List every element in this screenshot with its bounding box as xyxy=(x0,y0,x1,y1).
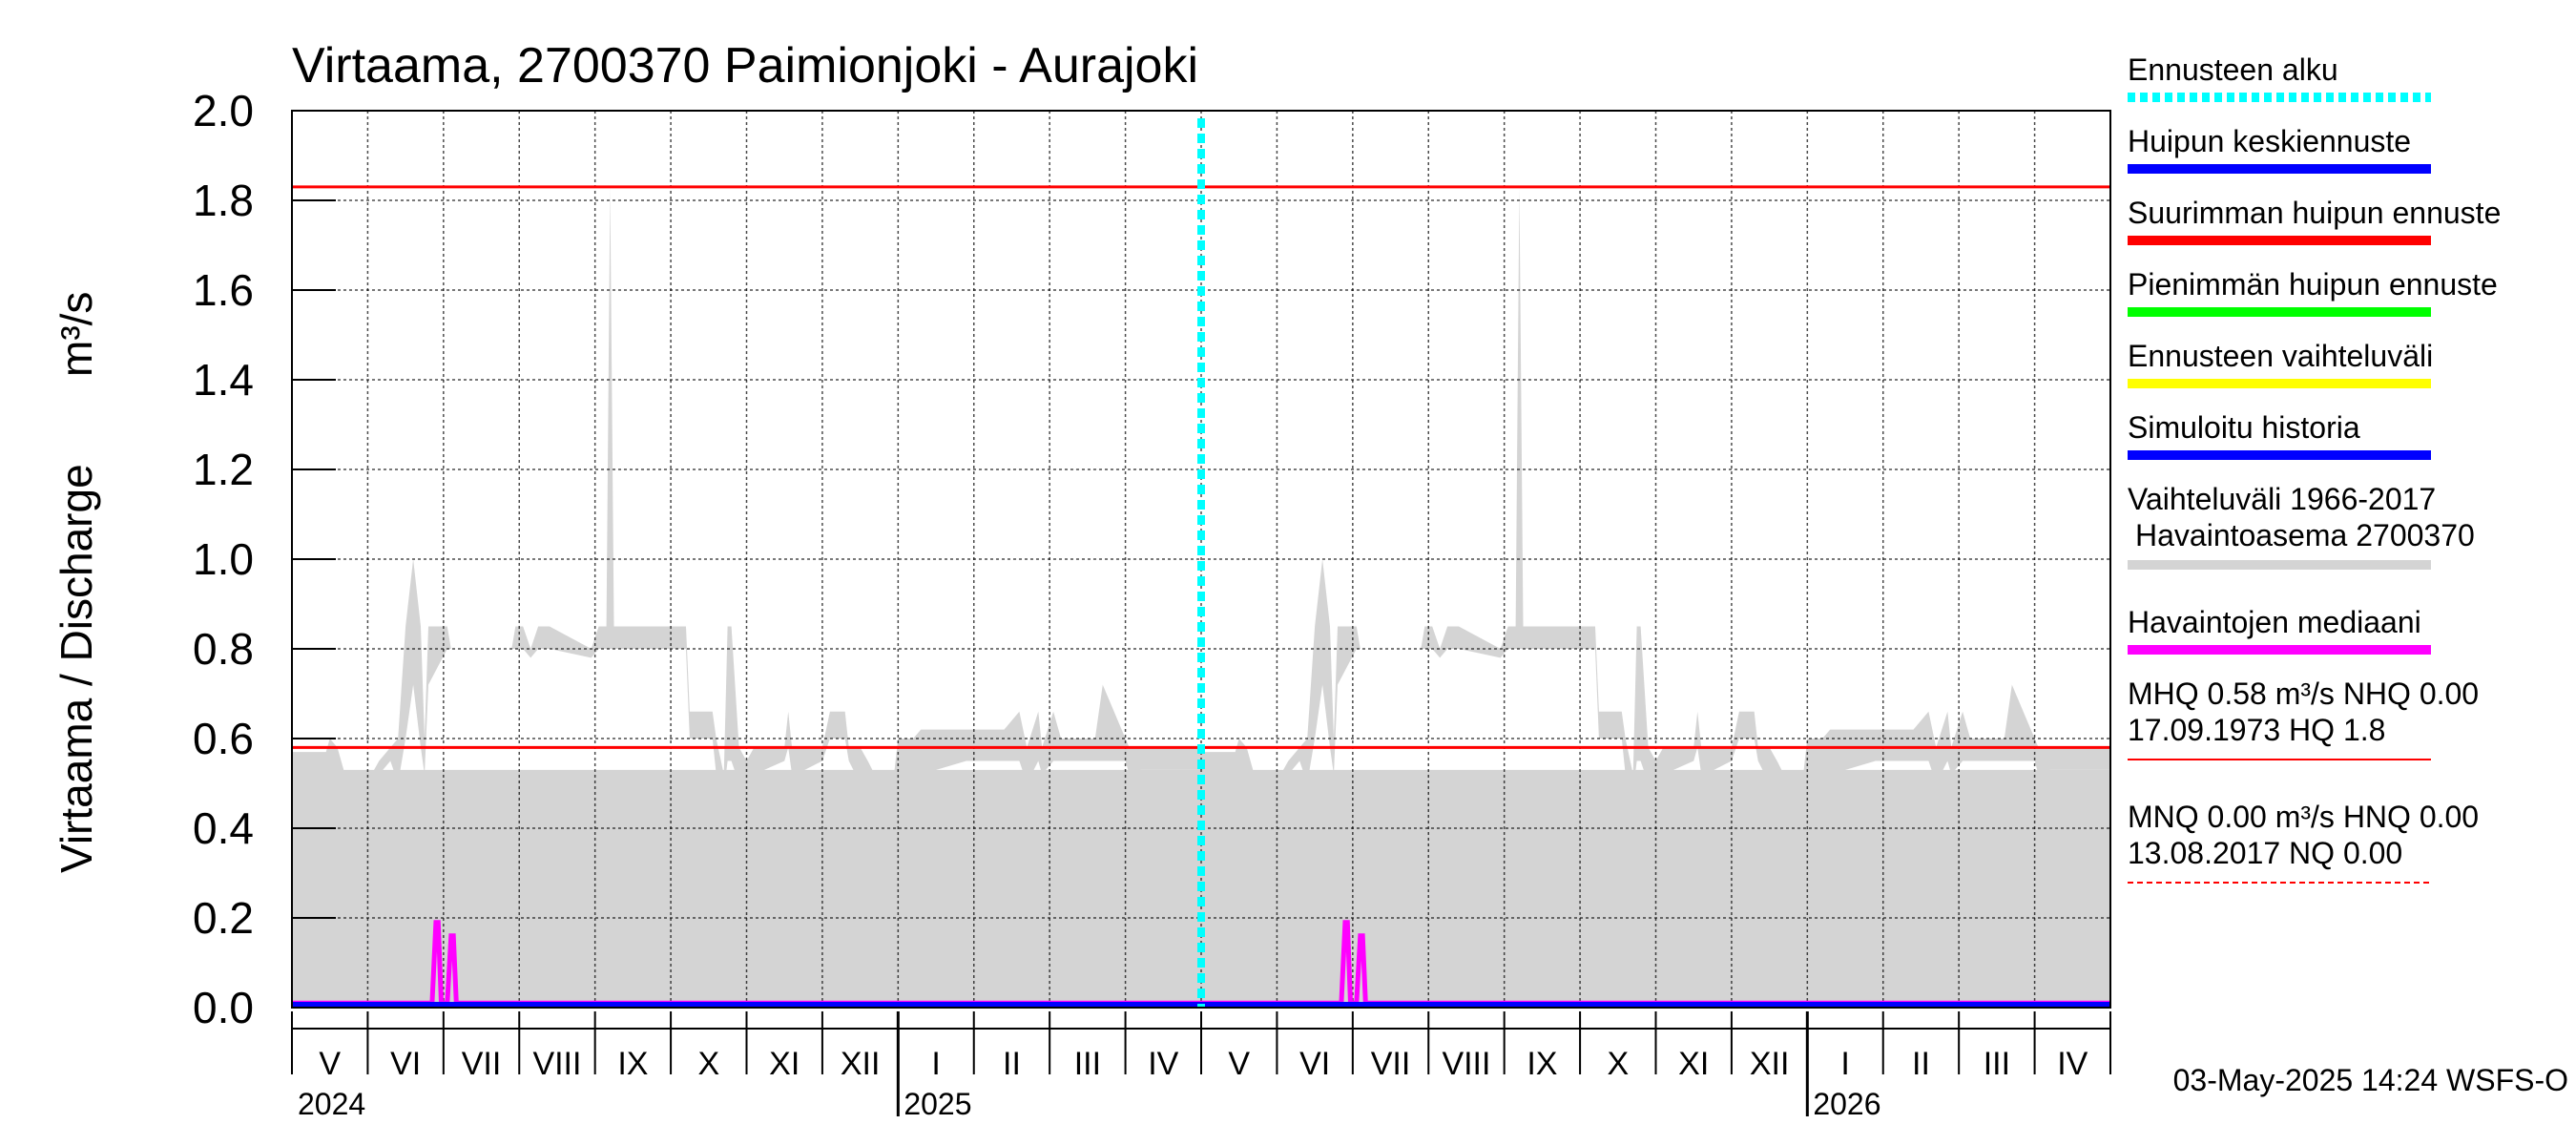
x-axis: V VI VII VIII IX X XI XII I II III IV V VI VII VIII IX X X… xyxy=(291,1011,2111,1121)
chart-title: Virtaama, 2700370 Paimionjoki - Aurajoki xyxy=(292,38,1198,94)
legend-label: Suurimman huipun ennuste xyxy=(2128,196,2501,230)
legend-label: MNQ 0.00 m³/s HNQ 0.00 xyxy=(2128,800,2479,834)
y-tick-label: 1.0 xyxy=(193,534,254,584)
month-label: IV xyxy=(1148,1046,1178,1082)
y-tick-label: 0.0 xyxy=(193,983,254,1032)
legend-label-2: Havaintoasema 2700370 xyxy=(2135,518,2475,552)
year-label: 2026 xyxy=(1813,1087,1880,1121)
month-label: I xyxy=(1840,1046,1849,1082)
legend-label: MHQ 0.58 m³/s NHQ 0.00 xyxy=(2128,677,2479,711)
month-label: IX xyxy=(617,1046,648,1082)
month-label: VIII xyxy=(1442,1046,1490,1082)
legend-label: Havaintojen mediaani xyxy=(2128,605,2421,639)
legend-label-2: 17.09.1973 HQ 1.8 xyxy=(2128,713,2385,747)
year-label: 2024 xyxy=(298,1087,365,1121)
legend-label: Huipun keskiennuste xyxy=(2128,124,2411,158)
plot-area xyxy=(291,110,2111,1009)
month-label: IX xyxy=(1527,1046,1557,1082)
year-label: 2025 xyxy=(904,1087,971,1121)
legend-label: Vaihteluväli 1966-2017 xyxy=(2128,482,2436,516)
month-label: X xyxy=(1607,1046,1629,1082)
month-label: VII xyxy=(462,1046,502,1082)
y-axis: 0.0 0.2 0.4 0.6 0.8 1.0 1.2 1.4 1.6 1.8 2.0 xyxy=(193,86,336,1032)
y-axis-label: Virtaama / Discharge xyxy=(52,464,101,873)
y-tick-label: 2.0 xyxy=(193,86,254,135)
month-label: V xyxy=(319,1046,341,1082)
month-label: XI xyxy=(1678,1046,1709,1082)
month-label: XII xyxy=(1750,1046,1790,1082)
y-tick-label: 0.6 xyxy=(193,714,254,763)
legend-label-2: 13.08.2017 NQ 0.00 xyxy=(2128,836,2402,870)
month-label: II xyxy=(1912,1046,1930,1082)
month-label: VI xyxy=(390,1046,421,1082)
month-label: III xyxy=(1074,1046,1101,1082)
legend-label: Ennusteen alku xyxy=(2128,52,2338,87)
month-label: III xyxy=(1984,1046,2010,1082)
month-label: V xyxy=(1228,1046,1250,1082)
y-tick-label: 0.2 xyxy=(193,893,254,943)
y-tick-label: 1.4 xyxy=(193,355,254,405)
y-tick-label: 0.4 xyxy=(193,803,254,853)
month-label: VII xyxy=(1371,1046,1411,1082)
y-tick-label: 0.8 xyxy=(193,624,254,674)
y-tick-label: 1.2 xyxy=(193,445,254,494)
legend-label: Simuloitu historia xyxy=(2128,410,2360,445)
month-label: X xyxy=(697,1046,719,1082)
y-axis-unit: m³/s xyxy=(52,292,101,377)
month-label: VI xyxy=(1299,1046,1330,1082)
y-tick-label: 1.6 xyxy=(193,265,254,315)
month-label: I xyxy=(931,1046,940,1082)
month-label: VIII xyxy=(532,1046,581,1082)
month-label: II xyxy=(1003,1046,1021,1082)
legend-label: Pienimmän huipun ennuste xyxy=(2128,267,2498,302)
y-tick-label: 1.8 xyxy=(193,176,254,225)
legend-label: Ennusteen vaihteluväli xyxy=(2128,339,2433,373)
month-label: XI xyxy=(769,1046,800,1082)
legend: Ennusteen alku Huipun keskiennuste Suurimm… xyxy=(2128,52,2501,884)
month-label: IV xyxy=(2057,1046,2088,1082)
month-label: XII xyxy=(841,1046,881,1082)
timestamp-footer: 03-May-2025 14:24 WSFS-O xyxy=(2173,1063,2568,1097)
